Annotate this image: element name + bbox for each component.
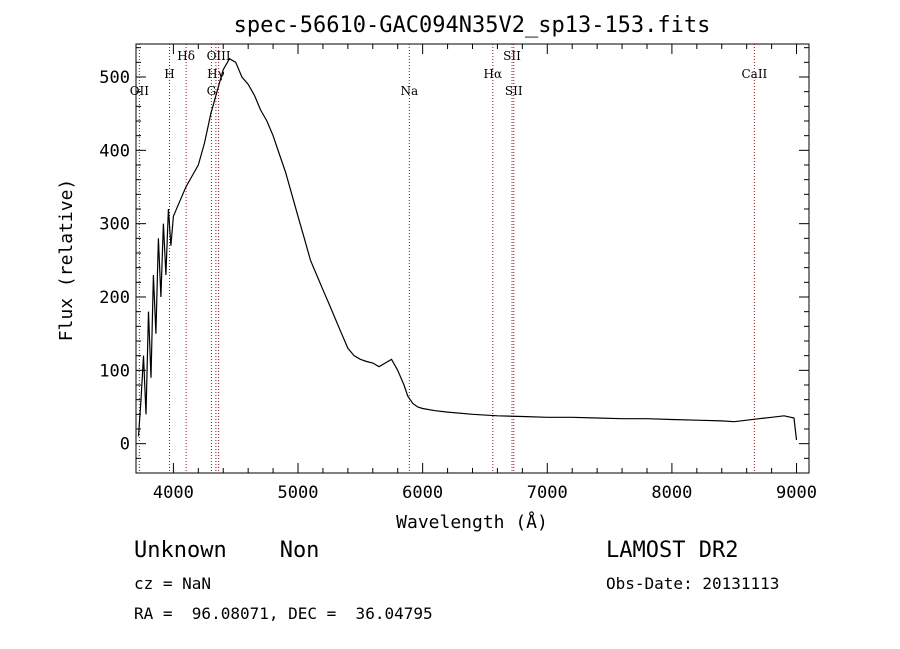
line-marker-label: Hγ [207,67,225,81]
x-tick-label: 7000 [527,483,568,503]
line-marker-label: OII [130,84,150,98]
y-tick-label: 300 [99,215,130,235]
line-marker-label: CaII [741,67,767,81]
line-marker-label: OIII [207,49,231,63]
survey-label: LAMOST DR2 [606,538,739,563]
y-tick-label: 500 [99,68,130,88]
plot-frame [135,43,810,474]
y-tick-label: 200 [99,288,130,308]
x-tick-label: 8000 [651,483,692,503]
x-tick-label: 4000 [153,483,194,503]
y-axis-label: Flux (relative) [56,179,77,342]
x-tick-label: 5000 [278,483,319,503]
line-marker-label: G [207,84,217,98]
chart-title: spec-56610-GAC094N35V2_sp13-153.fits [234,13,711,38]
classification-label: Unknown Non [134,538,320,563]
spectrum-series [137,57,798,441]
obs-date-label: Obs-Date: 20131113 [606,574,780,593]
y-tick-label: 400 [99,141,130,161]
x-axis-label: Wavelength (Å) [396,511,548,533]
line-marker-label: SII [503,49,521,63]
coordinates-label: RA = 96.08071, DEC = 36.04795 [134,604,433,623]
axis-ticks: 4000 5000 6000 7000 8000 9000 0 100 200 300 400 500 [99,44,817,503]
redshift-label: cz = NaN [134,574,212,593]
y-tick-label: 0 [120,435,130,455]
spectrum-line [137,57,798,441]
y-tick-label: 100 [99,361,130,381]
line-marker-label: SII [505,84,523,98]
line-marker-label: H [164,67,174,81]
x-tick-label: 6000 [402,483,443,503]
x-tick-label: 9000 [776,483,817,503]
line-marker-label: Hδ [177,49,195,63]
line-marker-label: Na [400,84,418,98]
line-marker-label: Hα [484,67,503,81]
